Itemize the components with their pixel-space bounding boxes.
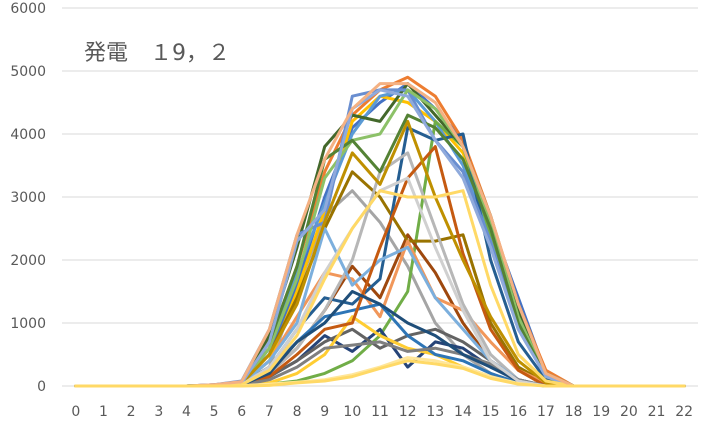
series-line-6: [74, 119, 686, 388]
x-tick-label: 20: [620, 404, 638, 420]
x-tick-label: 14: [454, 404, 472, 420]
series-line-30: [74, 359, 686, 388]
x-tick-label: 11: [371, 404, 389, 420]
x-tick-label: 8: [293, 404, 302, 420]
x-tick-label: 19: [592, 404, 610, 420]
series-lines: [74, 75, 686, 388]
x-tick-label: 2: [127, 404, 136, 420]
series-line-3: [74, 189, 686, 388]
y-tick-label: 3000: [10, 190, 46, 206]
series-line-23: [74, 290, 686, 388]
x-tick-label: 10: [343, 404, 361, 420]
series-line-8: [74, 233, 686, 388]
x-tick-label: 9: [320, 404, 329, 420]
y-tick-label: 1000: [10, 316, 46, 332]
x-tick-label: 22: [675, 404, 693, 420]
x-tick-label: 5: [210, 404, 219, 420]
series-line-9: [74, 327, 686, 388]
series-line-17: [74, 227, 686, 388]
x-tick-label: 1: [99, 404, 108, 420]
x-tick-label: 17: [537, 404, 555, 420]
x-tick-label: 4: [182, 404, 191, 420]
series-line-26: [74, 176, 686, 388]
y-tick-label: 6000: [10, 1, 46, 17]
series-line-29: [74, 356, 686, 388]
x-tick-label: 7: [265, 404, 274, 420]
x-tick-label: 18: [565, 404, 583, 420]
series-line-16: [74, 315, 686, 388]
x-tick-label: 0: [71, 404, 80, 420]
series-line-14: [74, 239, 686, 388]
y-tick-label: 5000: [10, 64, 46, 80]
y-tick-label: 0: [37, 379, 46, 395]
x-tick-label: 21: [648, 404, 666, 420]
x-tick-label: 3: [154, 404, 163, 420]
series-line-15: [74, 151, 686, 388]
x-tick-label: 6: [237, 404, 246, 420]
x-tick-label: 13: [426, 404, 444, 420]
x-tick-label: 16: [509, 404, 527, 420]
x-tick-label: 12: [399, 404, 417, 420]
series-line-2: [74, 75, 686, 388]
y-tick-label: 4000: [10, 127, 46, 143]
x-tick-label: 15: [482, 404, 500, 420]
chart-title: 発電 １9，２: [84, 41, 230, 66]
series-line-7: [74, 327, 686, 388]
y-tick-label: 2000: [10, 253, 46, 269]
series-line-22: [74, 119, 686, 388]
